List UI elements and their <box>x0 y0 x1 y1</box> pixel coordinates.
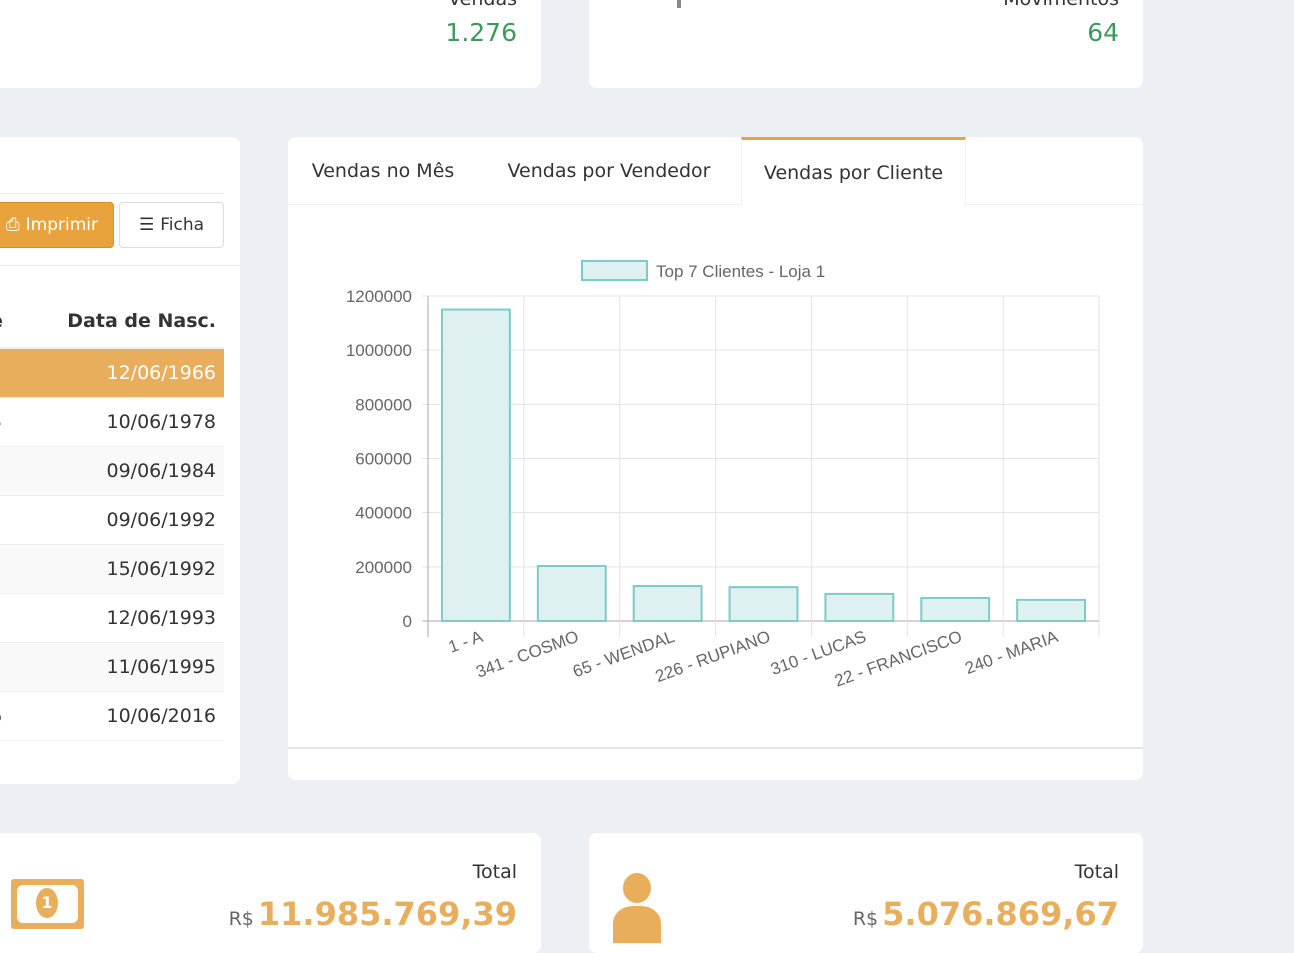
birthdate-cell: 09/06/1984 <box>106 460 216 482</box>
movements-stat-card: Movimentos 64 <box>589 0 1143 88</box>
list-icon: ☰ <box>138 215 155 235</box>
print-label: Imprimir <box>25 215 98 235</box>
total-sales-card: 1 Total R$ 11.985.769,39 <box>0 833 541 953</box>
table-row[interactable]: 5 10/06/1978 <box>0 398 224 447</box>
birthdate-cell: 10/06/2016 <box>106 705 216 727</box>
tab-sales-client[interactable]: Vendas por Cliente <box>741 137 966 206</box>
birthdate-cell: 11/06/1995 <box>106 656 216 678</box>
sales-stat-card: Vendas 1.276 <box>0 0 541 88</box>
user-icon <box>613 873 661 943</box>
currency: R$ <box>228 908 254 930</box>
column-header-birthdate[interactable]: Data de Nasc. <box>67 310 216 332</box>
total-value: R$ 11.985.769,39 <box>229 895 517 933</box>
ficha-button[interactable]: ☰ Ficha <box>119 202 224 248</box>
total-value: R$ 5.076.869,67 <box>853 895 1119 933</box>
table-row[interactable]: 09/06/1992 <box>0 496 224 545</box>
stat-icon <box>677 0 681 8</box>
tabs: Vendas no Mês Vendas por Vendedor Vendas… <box>288 137 1143 206</box>
table-row[interactable]: 11/06/1995 <box>0 643 224 692</box>
table-row[interactable]: 6 10/06/2016 <box>0 692 224 741</box>
table-row[interactable]: 12/06/1993 <box>0 594 224 643</box>
row-partial: 5 <box>0 411 2 433</box>
total-label: Total <box>1074 861 1119 883</box>
table-row[interactable]: 09/06/1984 <box>0 447 224 496</box>
money-bill-icon: 1 <box>11 879 84 929</box>
tab-sales-seller[interactable]: Vendas por Vendedor <box>507 160 711 182</box>
amount: 11.985.769,39 <box>257 895 517 933</box>
birthdate-cell: 12/06/1966 <box>106 362 216 384</box>
header-divider <box>0 347 224 349</box>
currency: R$ <box>852 908 879 930</box>
ficha-label: Ficha <box>160 215 205 235</box>
divider <box>0 193 224 194</box>
column-header-partial: e <box>0 310 3 332</box>
clients-table: e Data de Nasc. 12/06/1966 5 10/06/1978 09/… <box>0 297 224 747</box>
table-row[interactable]: 15/06/1992 <box>0 545 224 594</box>
print-button[interactable]: ⎙ Imprimir <box>0 202 114 248</box>
birthdate-cell: 12/06/1993 <box>106 607 216 629</box>
birthdate-cell: 10/06/1978 <box>106 411 216 433</box>
table-row[interactable]: 12/06/1966 <box>0 349 224 398</box>
total-clients-card: Total R$ 5.076.869,67 <box>589 833 1143 953</box>
amount: 5.076.869,67 <box>882 895 1119 933</box>
sales-chart-panel: Vendas no Mês Vendas por Vendedor Vendas… <box>288 137 1143 780</box>
birthdate-cell: 09/06/1992 <box>106 509 216 531</box>
clients-panel: ⎙ Imprimir ☰ Ficha e Data de Nasc. 12/06… <box>0 137 240 784</box>
total-label: Total <box>472 861 517 883</box>
chart-container <box>288 205 1143 749</box>
birthdate-cell: 15/06/1992 <box>106 558 216 580</box>
tab-sales-month[interactable]: Vendas no Mês <box>311 160 455 182</box>
stat-label: Movimentos <box>1003 0 1119 10</box>
stat-value: 1.276 <box>445 18 517 47</box>
stat-value: 64 <box>1087 18 1119 47</box>
print-icon: ⎙ <box>6 215 20 235</box>
row-partial: 6 <box>0 705 2 727</box>
stat-label: Vendas <box>448 0 517 10</box>
divider <box>0 265 240 266</box>
